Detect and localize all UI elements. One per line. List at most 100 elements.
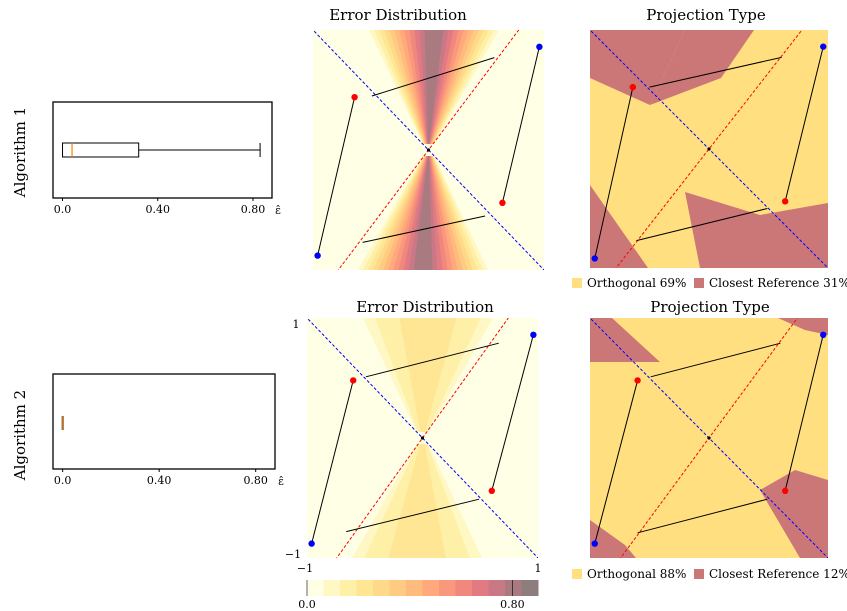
projection-segment bbox=[317, 97, 356, 256]
closest-reference-region bbox=[760, 470, 828, 558]
legend-1: Orthogonal 69% Closest Reference 31% bbox=[572, 276, 847, 290]
center-point bbox=[426, 148, 431, 152]
projection-segment bbox=[491, 334, 534, 491]
projection-segment bbox=[784, 46, 824, 202]
colorbar-cell bbox=[389, 580, 407, 596]
red-point bbox=[629, 83, 637, 91]
boxplot-tick-label: 0.0 bbox=[54, 474, 72, 487]
boxplot-box bbox=[62, 142, 140, 158]
red-point bbox=[488, 487, 495, 494]
closest-reference-region bbox=[778, 318, 828, 335]
error-title-1: Error Distribution bbox=[329, 6, 467, 24]
legend-label-orthogonal: Orthogonal 69% bbox=[587, 276, 686, 290]
legend-label-orthogonal: Orthogonal 88% bbox=[587, 567, 686, 581]
error-band bbox=[424, 30, 444, 144]
colorbar-cell bbox=[356, 580, 374, 596]
blue-point bbox=[591, 540, 598, 547]
boxplot-frame bbox=[52, 373, 276, 470]
boxplot-xlabel: ε̂ bbox=[275, 204, 281, 217]
boxplot-1: 0.0 0.40 0.80 ε̂ bbox=[52, 101, 281, 217]
row-label-algorithm-2: Algorithm 2 bbox=[11, 390, 29, 481]
blue-point bbox=[536, 43, 543, 50]
blue-dashed-line bbox=[313, 30, 544, 270]
projection-segment bbox=[650, 342, 781, 378]
projection-title-1: Projection Type bbox=[646, 6, 766, 24]
error-title-2: Error Distribution bbox=[356, 298, 494, 316]
closest-reference-region bbox=[685, 192, 828, 268]
colorbar-cell bbox=[488, 580, 506, 596]
red-dashed-line bbox=[336, 318, 509, 558]
colorbar-tick-label: 0.0 bbox=[298, 598, 316, 611]
axis-tick-y-top: 1 bbox=[293, 318, 300, 331]
colorbar-cell bbox=[505, 580, 522, 596]
closest-reference-region bbox=[590, 185, 648, 268]
red-point bbox=[781, 198, 789, 205]
projection-segment bbox=[362, 215, 486, 243]
error-distribution-panel-1 bbox=[313, 30, 544, 270]
projection-segment bbox=[594, 87, 634, 259]
boxplot-tick-label: 0.80 bbox=[243, 474, 268, 487]
blue-point bbox=[308, 540, 315, 547]
red-point bbox=[781, 487, 789, 494]
error-band bbox=[411, 318, 445, 432]
blue-point bbox=[820, 43, 827, 50]
legend-label-closest-reference: Closest Reference 12% bbox=[709, 567, 847, 581]
projection-segment bbox=[636, 208, 768, 242]
colorbar-cell bbox=[422, 580, 440, 596]
boxplot-tick-label: 0.80 bbox=[241, 203, 266, 216]
colorbar-cell bbox=[439, 580, 456, 596]
projection-segment bbox=[649, 56, 782, 88]
projection-type-panel-1 bbox=[590, 30, 828, 268]
center-point bbox=[707, 147, 711, 151]
legend-swatch-orthogonal bbox=[572, 278, 582, 288]
row-label-algorithm-1: Algorithm 1 bbox=[11, 107, 29, 198]
boxplot-tick-label: 0.40 bbox=[145, 203, 170, 216]
projection-segment bbox=[311, 380, 354, 544]
axis-tick-x-right: 1 bbox=[535, 562, 542, 575]
center-point bbox=[420, 436, 425, 440]
boxplot-tick-label: 0.40 bbox=[147, 474, 172, 487]
colorbar: 0.0 0.80 bbox=[298, 580, 539, 611]
colorbar-cell bbox=[323, 580, 341, 596]
blue-point bbox=[820, 331, 827, 338]
error-distribution-panel-2: 1 −1 −1 1 bbox=[285, 318, 542, 575]
legend-swatch-closest-reference bbox=[694, 278, 704, 288]
colorbar-cell bbox=[406, 580, 423, 596]
blue-dashed-line bbox=[307, 318, 538, 558]
closest-reference-region bbox=[650, 30, 754, 105]
blue-point bbox=[314, 252, 321, 259]
projection-segment bbox=[371, 57, 495, 97]
projection-segment bbox=[637, 498, 768, 534]
center-point bbox=[707, 436, 711, 440]
error-band bbox=[400, 444, 434, 558]
error-band bbox=[413, 156, 433, 270]
closest-reference-region bbox=[590, 30, 685, 105]
boxplot-tick-label: 0.0 bbox=[54, 203, 72, 216]
projection-segment bbox=[594, 380, 639, 544]
projection-segment bbox=[346, 498, 480, 533]
projection-title-2: Projection Type bbox=[650, 298, 770, 316]
projection-segment bbox=[501, 46, 540, 203]
colorbar-cell bbox=[455, 580, 473, 596]
axis-tick-x-left: −1 bbox=[297, 562, 313, 575]
colorbar-cell bbox=[373, 580, 390, 596]
blue-point bbox=[591, 255, 598, 262]
blue-point bbox=[530, 331, 537, 338]
projection-segment bbox=[365, 342, 499, 378]
colorbar-cell bbox=[340, 580, 357, 596]
closest-reference-region bbox=[590, 318, 660, 362]
red-point bbox=[634, 377, 641, 384]
red-dashed-line bbox=[615, 30, 803, 268]
red-point bbox=[499, 199, 506, 206]
projection-type-panel-2 bbox=[590, 318, 828, 558]
boxplot-xlabel: ε̂ bbox=[278, 475, 284, 488]
projection-segment bbox=[784, 334, 824, 491]
colorbar-cell bbox=[472, 580, 489, 596]
closest-reference-region bbox=[590, 520, 636, 558]
colorbar-cell bbox=[307, 580, 324, 596]
colorbar-tick-label: 0.80 bbox=[500, 598, 525, 611]
red-point bbox=[351, 94, 358, 101]
legend-swatch-closest-reference bbox=[694, 569, 704, 579]
red-point bbox=[350, 377, 357, 384]
